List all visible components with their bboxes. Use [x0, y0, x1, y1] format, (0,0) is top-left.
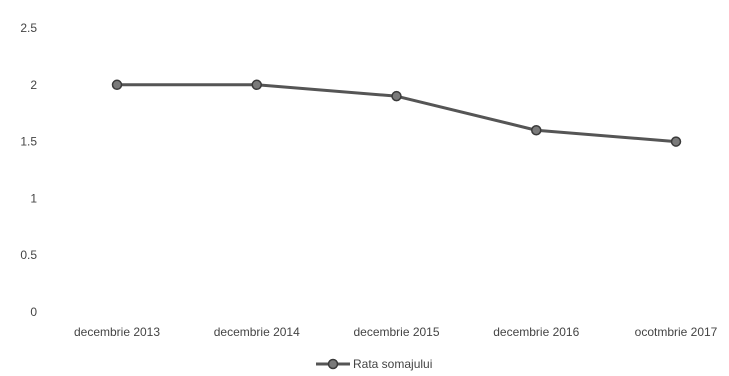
data-point: [531, 124, 542, 136]
data-point: [391, 90, 402, 102]
y-axis: 0 0.5 1 1.5 2 2.5: [20, 21, 37, 319]
legend: Rata somajului: [316, 357, 432, 371]
legend-marker-swatch: [327, 358, 339, 370]
x-tick-label: decembrie 2016: [493, 325, 579, 339]
y-tick-label: 0: [30, 305, 37, 319]
data-point: [111, 79, 123, 91]
y-tick-label: 2.5: [20, 21, 37, 35]
y-tick-label: 0.5: [20, 248, 37, 262]
data-point: [251, 79, 262, 91]
data-point: [670, 136, 682, 147]
x-axis: decembrie 2013 decembrie 2014 decembrie 20…: [74, 325, 718, 339]
x-tick-label: decembrie 2014: [214, 325, 300, 339]
y-tick-label: 2: [30, 78, 37, 92]
legend-label: Rata somajului: [353, 357, 432, 371]
x-tick-label: ocotmbrie 2017: [635, 325, 718, 339]
y-tick-label: 1.5: [20, 135, 37, 149]
x-tick-label: decembrie 2013: [74, 325, 160, 339]
y-tick-label: 1: [30, 191, 37, 205]
series-layer: [111, 79, 682, 147]
x-tick-label: decembrie 2015: [353, 325, 439, 339]
